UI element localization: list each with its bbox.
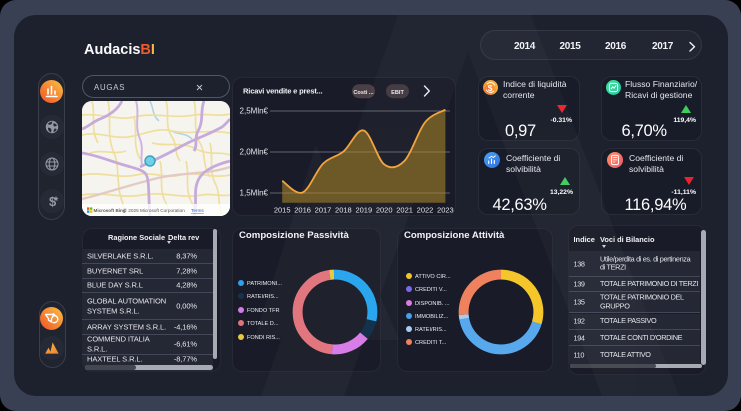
svg-text:$: $	[49, 194, 57, 209]
svg-text:$: $	[488, 82, 493, 92]
svg-text:2017: 2017	[315, 206, 332, 215]
svg-text:Microsoft Bing: Microsoft Bing	[94, 208, 126, 213]
svg-text:© 2025 Microsoft Corporation: © 2025 Microsoft Corporation	[124, 207, 186, 213]
svg-text:2022: 2022	[417, 206, 434, 215]
svg-text:Costi ...: Costi ...	[353, 90, 374, 96]
svg-text:2021: 2021	[396, 206, 413, 215]
svg-text:2018: 2018	[335, 206, 352, 215]
svg-text:1,5Mln€: 1,5Mln€	[240, 189, 269, 198]
svg-text:2,0Mln€: 2,0Mln€	[240, 148, 269, 157]
svg-text:2015: 2015	[274, 206, 291, 215]
svg-text:2019: 2019	[355, 206, 372, 215]
svg-text:2,5Mln€: 2,5Mln€	[240, 107, 269, 116]
svg-text:Terms: Terms	[191, 208, 204, 213]
svg-text:2023: 2023	[437, 206, 454, 215]
svg-text:Ricavi vendite e prest...: Ricavi vendite e prest...	[243, 87, 323, 96]
svg-text:2020: 2020	[376, 206, 393, 215]
svg-text:2016: 2016	[294, 206, 311, 215]
svg-text:EBIT: EBIT	[391, 90, 404, 96]
